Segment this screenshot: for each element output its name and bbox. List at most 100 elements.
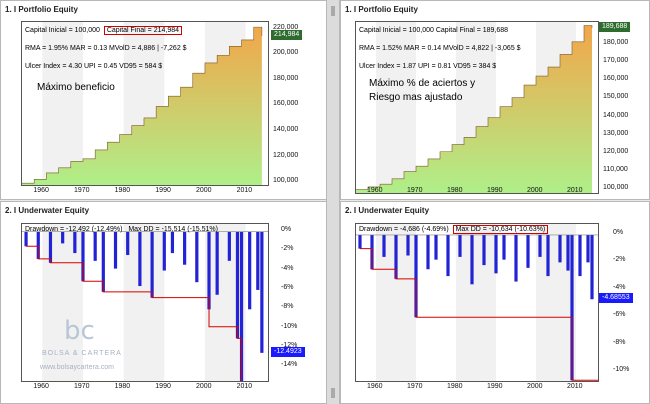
splitter-grip-top[interactable] bbox=[331, 6, 335, 16]
right-underwater-y-axis: 0% -2% -4% -6% -8% -10% bbox=[603, 223, 650, 382]
right-underwater-drawdown-bar bbox=[470, 234, 474, 285]
right-equity-y-tick: 170,000 bbox=[603, 57, 629, 65]
right-equity-y-tick: 130,000 bbox=[603, 129, 629, 137]
left-equity-x-tick: 2010 bbox=[236, 187, 253, 194]
left-underwater-drawdown-bar bbox=[81, 231, 85, 282]
left-underwater-title: 2. I Underwater Equity bbox=[5, 206, 90, 215]
right-underwater-x-tick: 2000 bbox=[527, 383, 543, 390]
right-equity-x-axis: 1960 1970 1980 1990 2000 2010 bbox=[355, 187, 599, 197]
left-rma-line: RMA = 1.95% MAR = 0.13 MVolD = 4,886 | -… bbox=[25, 45, 187, 52]
left-equity-x-tick: 2000 bbox=[195, 187, 212, 194]
left-equity-x-tick: 1970 bbox=[73, 187, 90, 194]
right-equity-y-tick: 100,000 bbox=[603, 183, 629, 191]
right-underwater-y-tick: -4% bbox=[613, 283, 626, 291]
left-underwater-drawdown-bar bbox=[183, 231, 187, 265]
right-underwater-drawdown-bar bbox=[446, 234, 450, 277]
left-equity-x-tick: 1990 bbox=[155, 187, 171, 194]
left-equity-y-axis: 220,000 200,000 180,000 160,000 140,000 120,0… bbox=[271, 21, 327, 186]
logo-mark: bc bbox=[64, 316, 95, 346]
right-equity-y-tick: 180,000 bbox=[603, 39, 629, 47]
right-underwater-title: 2. I Underwater Equity bbox=[345, 206, 430, 215]
right-underwater-drawdown-bar bbox=[394, 234, 398, 279]
right-underwater-maxdd-line bbox=[360, 248, 598, 381]
left-underwater-drawdown-bar bbox=[150, 231, 154, 298]
right-equity-plot[interactable] bbox=[355, 21, 599, 194]
left-equity-equity-area bbox=[22, 27, 262, 185]
left-underwater-drawdown-bar bbox=[195, 231, 199, 283]
right-equity-x-tick: 1970 bbox=[407, 187, 423, 194]
right-equity-x-tick: 2010 bbox=[567, 187, 583, 194]
left-equity-title: 1. I Portfolio Equity bbox=[5, 5, 78, 14]
left-underwater-y-tick: -6% bbox=[281, 283, 294, 291]
bolsa-cartera-logo: bc BOLSA & CARTERA www.bolsaycartera.com bbox=[40, 316, 140, 376]
left-equity-stats: Capital Inicial = 100,000 Capital Final … bbox=[25, 25, 187, 73]
left-underwater-x-tick: 2010 bbox=[236, 383, 253, 390]
left-underwater-y-tick: -2% bbox=[281, 245, 294, 253]
right-underwater-y-tick: -10% bbox=[613, 366, 630, 374]
left-underwater-drawdown-bar bbox=[73, 231, 77, 254]
left-equity-y-tick: 220,000 bbox=[273, 23, 299, 31]
right-underwater-drawdown-bar bbox=[570, 234, 574, 381]
left-underwater-y-tick: -8% bbox=[281, 303, 294, 311]
right-underwater-x-tick: 1980 bbox=[447, 383, 463, 390]
left-ulcer-line: Ulcer Index = 4.30 UPI = 0.45 VD95 = 584… bbox=[25, 63, 163, 70]
left-underwater-value-badge: -12.4923 bbox=[271, 346, 305, 357]
left-underwater-drawdown-bar bbox=[93, 231, 97, 261]
decade-band-1 bbox=[456, 224, 496, 381]
left-underwater-maxdd-line bbox=[26, 245, 243, 381]
right-equity-equity-area bbox=[356, 25, 592, 193]
right-underwater-y-tick: -8% bbox=[613, 338, 626, 346]
right-underwater-drawdown-bar bbox=[546, 234, 550, 277]
right-underwater-drawdown-bar bbox=[538, 234, 542, 257]
left-underwater-stats: Drawdown = -12,492 (-12.49%) Max DD = -1… bbox=[25, 224, 218, 236]
left-underwater-x-tick: 1970 bbox=[73, 383, 90, 390]
left-equity-y-tick: 180,000 bbox=[273, 74, 299, 82]
right-underwater-drawdown-bar bbox=[566, 234, 570, 271]
right-underwater-x-tick: 1960 bbox=[367, 383, 383, 390]
right-underwater-y-tick: -6% bbox=[613, 311, 626, 319]
left-underwater-plot[interactable] bbox=[21, 223, 269, 382]
right-equity-y-axis: 180,000 170,000 160,000 150,000 140,000 130,0… bbox=[601, 21, 650, 194]
left-underwater-drawdown-bar bbox=[126, 231, 130, 256]
right-equity-value-badge: 189,688 bbox=[599, 21, 631, 32]
left-underwater-drawdown-bar bbox=[239, 231, 244, 381]
right-annotation-line1: Máximo % de aciertos y bbox=[369, 78, 476, 89]
left-underwater-drawdown-bar bbox=[48, 231, 53, 263]
right-underwater-drawdown-bar bbox=[494, 234, 498, 274]
left-underwater-drawdown-bar bbox=[260, 231, 264, 353]
left-equity-plot[interactable] bbox=[21, 21, 269, 186]
left-underwater-x-tick: 1960 bbox=[33, 383, 49, 390]
left-equity-equity-line bbox=[22, 26, 263, 184]
right-drawdown-value: Drawdown = -4,686 (-4.69%) bbox=[359, 226, 449, 233]
left-equity-panel: 1. I Portfolio Equity Capital Inicial = … bbox=[0, 0, 327, 200]
right-underwater-plot[interactable] bbox=[355, 223, 599, 382]
left-underwater-y-tick: -4% bbox=[281, 264, 294, 272]
decade-band-1 bbox=[123, 224, 165, 381]
right-underwater-x-tick: 1990 bbox=[487, 383, 503, 390]
right-maxdd-value: Max DD = -10,634 (-10.63%) bbox=[452, 225, 549, 234]
left-underwater-x-axis: 1960 1970 1980 1990 2000 2010 bbox=[21, 383, 269, 393]
left-equity-y-tick: 140,000 bbox=[273, 126, 299, 133]
right-underwater-panel: 2. I Underwater Equity Drawdown = -4,686… bbox=[340, 201, 650, 404]
right-rma-line: RMA = 1.52% MAR = 0.14 MVolD = 4,822 | -… bbox=[359, 45, 521, 52]
left-underwater-drawdown-bar bbox=[162, 231, 166, 271]
left-equity-y-tick: 120,000 bbox=[273, 151, 299, 159]
right-equity-panel: 1. I Portfolio Equity Capital Inicial = … bbox=[340, 0, 650, 200]
right-underwater-drawdown-bar bbox=[406, 234, 410, 256]
left-underwater-y-tick: -14% bbox=[281, 361, 298, 369]
right-underwater-drawdown-bar bbox=[434, 234, 438, 260]
splitter-grip-bottom[interactable] bbox=[331, 388, 335, 398]
right-underwater-drawdown-bar bbox=[590, 234, 594, 300]
right-underwater-drawdown-bar bbox=[414, 234, 418, 318]
left-underwater-drawdown-bar bbox=[113, 231, 118, 269]
left-underwater-panel: 2. I Underwater Equity Drawdown = -12,49… bbox=[0, 201, 327, 404]
left-underwater-drawdown-bar bbox=[227, 231, 231, 261]
left-capital-final: Capital Final = 214,984 bbox=[103, 26, 182, 35]
right-equity-title: 1. I Portfolio Equity bbox=[345, 5, 418, 14]
left-equity-y-tick: 160,000 bbox=[273, 100, 299, 108]
splitter[interactable] bbox=[326, 0, 340, 404]
right-equity-y-tick: 110,000 bbox=[603, 165, 628, 173]
left-equity-y-tick: 100,000 bbox=[273, 177, 299, 185]
right-annotation: Máximo % de aciertos y Riesgo mas ajusta… bbox=[369, 77, 475, 105]
right-equity-stats: Capital Inicial = 100,000 Capital Final … bbox=[359, 25, 521, 73]
